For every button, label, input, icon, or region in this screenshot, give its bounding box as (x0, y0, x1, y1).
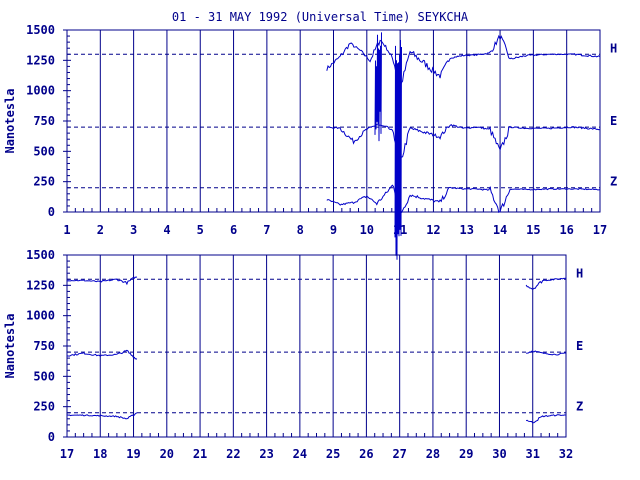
y-tick-label: 750 (33, 114, 55, 128)
x-tick-label: 14 (493, 223, 507, 237)
x-tick-label: 6 (230, 223, 237, 237)
x-tick-label: 29 (459, 447, 473, 461)
x-tick-label: 17 (593, 223, 607, 237)
x-tick-label: 15 (526, 223, 540, 237)
y-tick-label: 1000 (26, 309, 55, 323)
x-tick-label: 32 (559, 447, 573, 461)
y-tick-label: 0 (48, 430, 55, 444)
y-tick-label: 500 (33, 369, 55, 383)
x-tick-label: 30 (492, 447, 506, 461)
y-tick-label: 1000 (26, 84, 55, 98)
y-axis-title: Nanotesla (3, 88, 17, 153)
x-tick-label: 17 (60, 447, 74, 461)
series-h-trace (525, 277, 567, 291)
x-tick-label: 2 (97, 223, 104, 237)
x-tick-label: 20 (160, 447, 174, 461)
y-axis-title: Nanotesla (3, 313, 17, 378)
component-label-e: E (576, 339, 583, 353)
x-tick-label: 1 (63, 223, 70, 237)
x-tick-label: 3 (130, 223, 137, 237)
series-h-trace (66, 276, 138, 286)
x-tick-label: 16 (559, 223, 573, 237)
x-tick-label: 7 (263, 223, 270, 237)
series-z-trace (326, 184, 601, 215)
x-tick-label: 19 (126, 447, 140, 461)
x-tick-label: 31 (526, 447, 540, 461)
series-z-trace (66, 412, 138, 420)
y-tick-label: 1250 (26, 278, 55, 292)
series-e-trace (526, 350, 567, 356)
x-tick-label: 18 (93, 447, 107, 461)
top-panel: 1 2 3 4 5 6 7 8 9 10 11 12 13 14 15 16 17025050075010001… (3, 23, 617, 260)
y-tick-label: 500 (33, 144, 55, 158)
y-tick-label: 250 (33, 400, 55, 414)
x-tick-label: 23 (259, 447, 273, 461)
y-tick-label: 1500 (26, 248, 55, 262)
chart-title: 01 - 31 MAY 1992 (Universal Time) SEYKCH… (172, 10, 469, 24)
x-tick-label: 24 (293, 447, 307, 461)
component-label-z: Z (576, 400, 583, 414)
y-tick-label: 1250 (26, 53, 55, 67)
x-tick-label: 8 (297, 223, 304, 237)
x-tick-label: 27 (392, 447, 406, 461)
x-tick-label: 4 (163, 223, 170, 237)
series-e-trace (66, 349, 138, 360)
x-tick-label: 9 (330, 223, 337, 237)
y-tick-label: 1500 (26, 23, 55, 37)
storm-spike (374, 32, 382, 142)
storm-spike (394, 39, 402, 260)
y-tick-label: 250 (33, 175, 55, 189)
y-tick-label: 0 (48, 205, 55, 219)
series-z-trace (525, 414, 567, 424)
component-label-e: E (610, 114, 617, 128)
component-label-h: H (610, 41, 617, 55)
x-tick-label: 22 (226, 447, 240, 461)
x-tick-label: 25 (326, 447, 340, 461)
x-tick-label: 5 (197, 223, 204, 237)
x-tick-label: 21 (193, 447, 207, 461)
bottom-panel: 17 18 19 20 21 22 23 24 25 26 27 28 29 30 31 32 0 250 500 7… (3, 248, 583, 461)
component-label-z: Z (610, 175, 617, 189)
series-h-trace (326, 34, 601, 90)
x-tick-label: 10 (360, 223, 374, 237)
plot-frame (66, 254, 567, 438)
y-tick-label: 750 (33, 339, 55, 353)
series-e-trace (326, 124, 601, 162)
x-tick-label: 26 (359, 447, 373, 461)
x-tick-label: 28 (426, 447, 440, 461)
component-label-h: H (576, 266, 583, 280)
x-tick-label: 12 (426, 223, 440, 237)
x-tick-label: 13 (460, 223, 474, 237)
